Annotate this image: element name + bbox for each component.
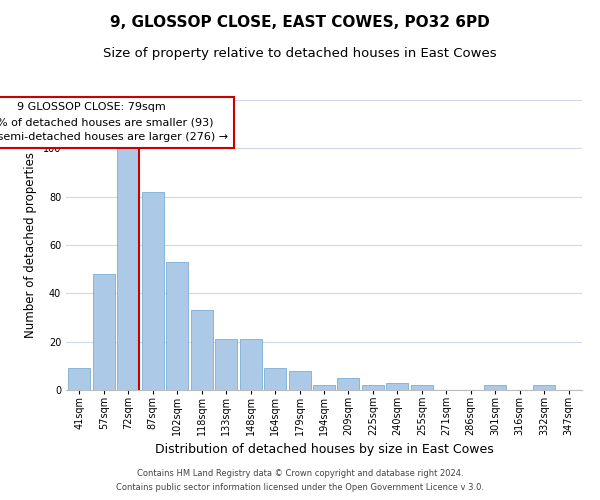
- Bar: [191, 310, 213, 390]
- Bar: [68, 368, 91, 390]
- Bar: [166, 262, 188, 390]
- Bar: [93, 274, 115, 390]
- Bar: [362, 385, 384, 390]
- Bar: [533, 385, 555, 390]
- Text: 9 GLOSSOP CLOSE: 79sqm
← 25% of detached houses are smaller (93)
74% of semi-det: 9 GLOSSOP CLOSE: 79sqm ← 25% of detached…: [0, 102, 228, 142]
- Y-axis label: Number of detached properties: Number of detached properties: [24, 152, 37, 338]
- Bar: [118, 148, 139, 390]
- Bar: [264, 368, 286, 390]
- Bar: [484, 385, 506, 390]
- Bar: [313, 385, 335, 390]
- Text: Contains public sector information licensed under the Open Government Licence v : Contains public sector information licen…: [116, 484, 484, 492]
- Text: 9, GLOSSOP CLOSE, EAST COWES, PO32 6PD: 9, GLOSSOP CLOSE, EAST COWES, PO32 6PD: [110, 15, 490, 30]
- Bar: [142, 192, 164, 390]
- Bar: [239, 339, 262, 390]
- Bar: [289, 370, 311, 390]
- Text: Contains HM Land Registry data © Crown copyright and database right 2024.: Contains HM Land Registry data © Crown c…: [137, 468, 463, 477]
- Bar: [337, 378, 359, 390]
- X-axis label: Distribution of detached houses by size in East Cowes: Distribution of detached houses by size …: [155, 444, 493, 456]
- Bar: [215, 339, 237, 390]
- Bar: [386, 383, 409, 390]
- Text: Size of property relative to detached houses in East Cowes: Size of property relative to detached ho…: [103, 48, 497, 60]
- Bar: [411, 385, 433, 390]
